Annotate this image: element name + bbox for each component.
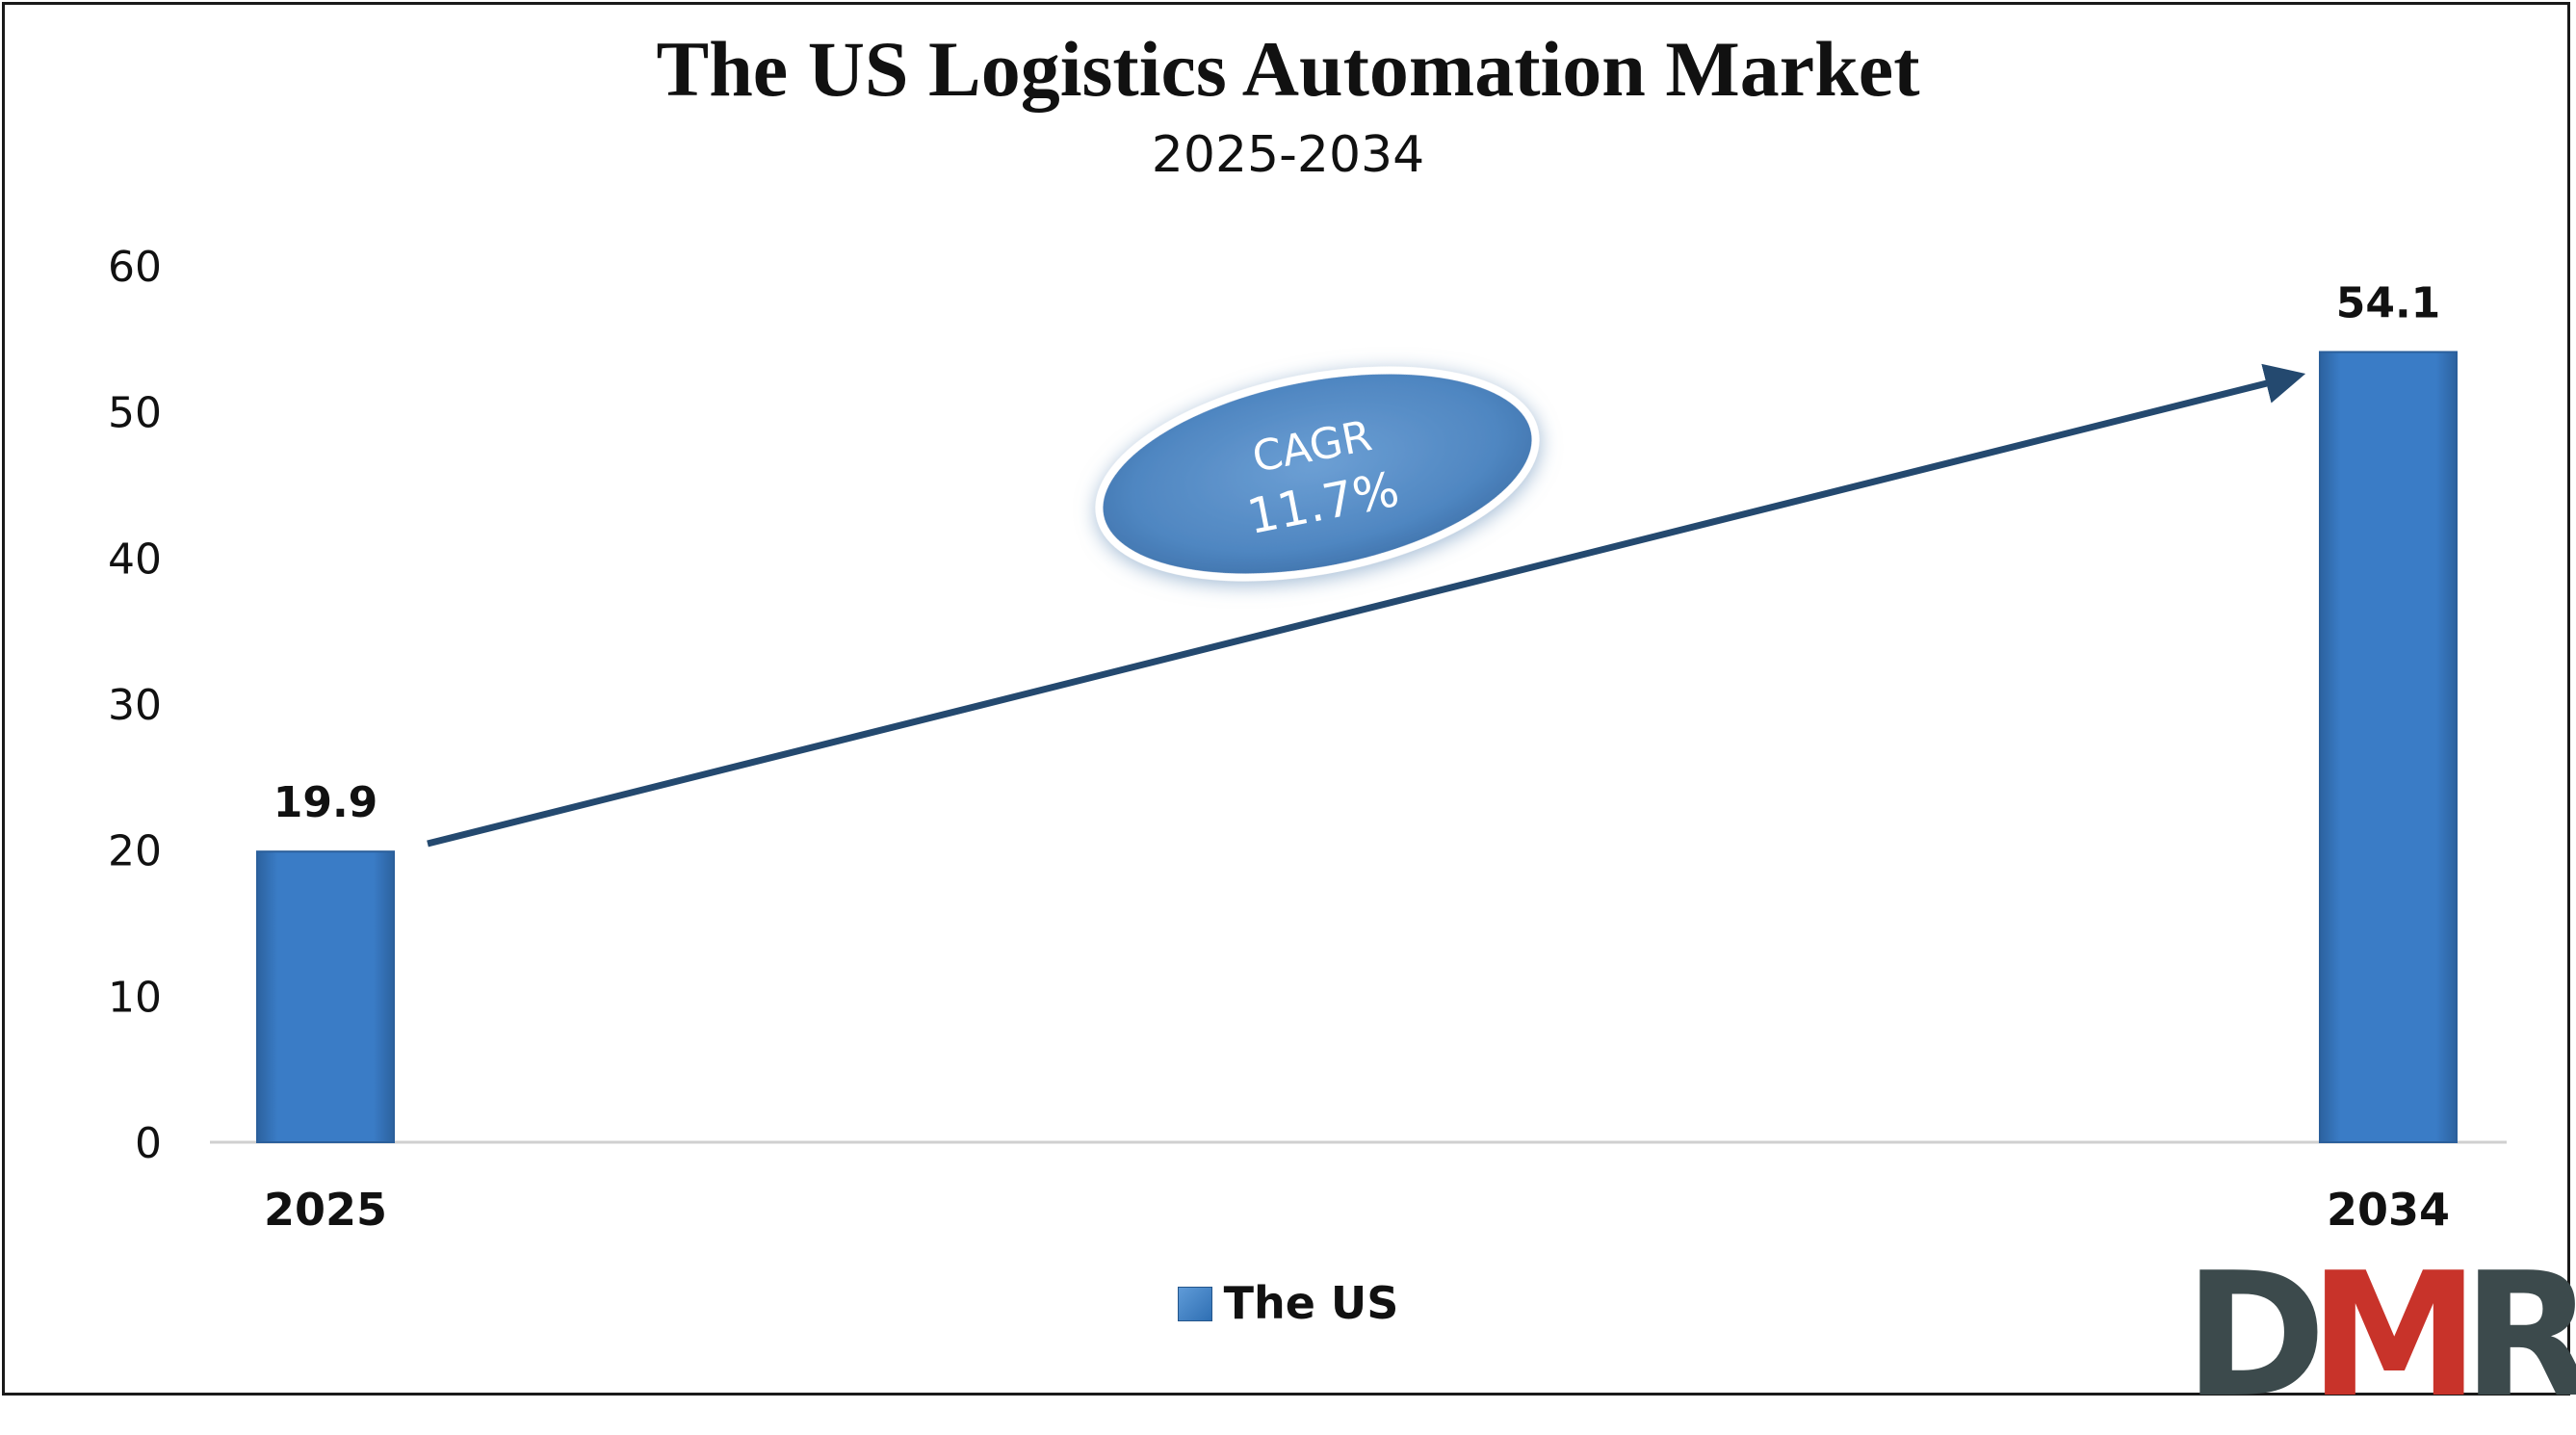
logo-text: DMR xyxy=(2184,1236,2576,1435)
y-tick-label: 20 xyxy=(108,827,162,876)
growth-arrow xyxy=(427,363,2306,848)
legend: The US xyxy=(0,1269,2576,1337)
y-tick-label: 30 xyxy=(108,681,162,730)
chart-frame xyxy=(2,2,2570,1396)
data-label: 54.1 xyxy=(2336,278,2441,327)
data-label: 19.9 xyxy=(273,778,378,827)
y-tick-label: 0 xyxy=(135,1119,162,1168)
dmr-logo: DMR xyxy=(2184,1250,2576,1422)
y-tick-label: 40 xyxy=(108,535,162,584)
y-tick-label: 60 xyxy=(108,243,162,292)
y-tick-label: 10 xyxy=(108,973,162,1022)
legend-swatch xyxy=(1177,1286,1212,1321)
y-tick-label: 50 xyxy=(108,389,162,438)
x-tick-label: 2034 xyxy=(2327,1184,2450,1236)
x-tick-label: 2025 xyxy=(264,1184,387,1236)
chart-subtitle: 2025-2034 xyxy=(1151,126,1425,184)
cagr-ellipse xyxy=(1095,366,1540,582)
bar-2025 xyxy=(256,850,395,1144)
bar-2034 xyxy=(2319,351,2458,1143)
legend-label: The US xyxy=(1223,1277,1399,1329)
chart-title: The US Logistics Automation Market xyxy=(656,25,1920,113)
